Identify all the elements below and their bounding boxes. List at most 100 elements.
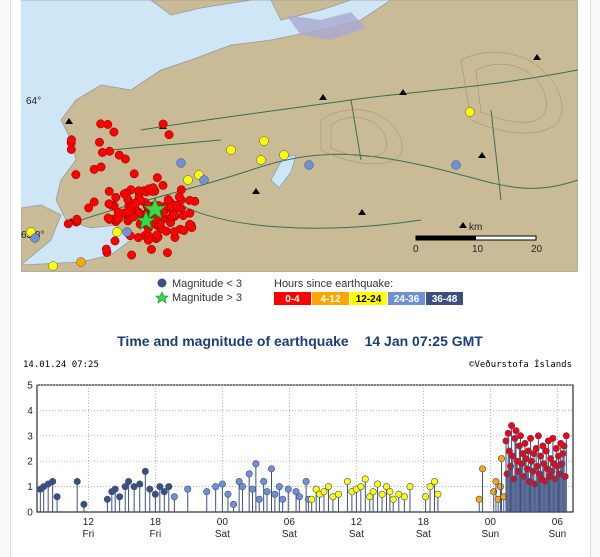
quake-point[interactable] <box>292 488 300 496</box>
quake-dot[interactable] <box>169 210 179 220</box>
quake-dot[interactable] <box>48 261 58 271</box>
quake-dot[interactable] <box>89 197 99 207</box>
quake-point[interactable] <box>103 495 111 503</box>
quake-dot[interactable] <box>103 213 113 223</box>
quake-point[interactable] <box>218 480 226 488</box>
quake-point[interactable] <box>534 432 542 440</box>
quake-point[interactable] <box>275 483 283 491</box>
quake-point[interactable] <box>539 442 547 450</box>
quake-point[interactable] <box>383 483 391 491</box>
quake-dot[interactable] <box>95 137 104 147</box>
quake-point[interactable] <box>378 490 386 498</box>
quake-point[interactable] <box>562 432 570 440</box>
quake-point[interactable] <box>203 488 211 496</box>
quake-point[interactable] <box>537 452 545 460</box>
quake-dot[interactable] <box>174 192 184 202</box>
quake-dot[interactable] <box>72 214 82 224</box>
quake-dot[interactable] <box>124 207 134 217</box>
quake-point[interactable] <box>160 488 168 496</box>
quake-point[interactable] <box>320 488 328 496</box>
quake-dot[interactable] <box>171 200 181 210</box>
quake-point[interactable] <box>357 483 365 491</box>
quake-point[interactable] <box>505 447 513 455</box>
quake-point[interactable] <box>434 490 442 498</box>
quake-dot[interactable] <box>30 233 40 243</box>
quake-point[interactable] <box>512 427 520 435</box>
quake-point[interactable] <box>475 495 483 503</box>
quake-point[interactable] <box>49 478 57 486</box>
quake-point[interactable] <box>334 490 342 498</box>
quake-dot[interactable] <box>256 155 266 165</box>
quake-dot[interactable] <box>199 175 209 185</box>
quake-point[interactable] <box>533 462 541 470</box>
quake-point[interactable] <box>532 445 540 453</box>
quake-point[interactable] <box>312 485 320 493</box>
quake-dot[interactable] <box>185 195 195 205</box>
quake-point[interactable] <box>73 478 81 486</box>
quake-point[interactable] <box>125 478 133 486</box>
quake-point[interactable] <box>508 422 516 430</box>
quake-dot[interactable] <box>304 160 314 170</box>
quake-point[interactable] <box>235 478 243 486</box>
quake-point[interactable] <box>184 485 192 493</box>
quake-point[interactable] <box>528 457 536 465</box>
quake-dot[interactable] <box>63 219 73 229</box>
quake-dot[interactable] <box>110 236 120 246</box>
quake-point[interactable] <box>212 483 220 491</box>
magnitude-time-chart[interactable]: 14.01.24 07:25 ©Veðurstofa Íslands 01234… <box>21 355 578 545</box>
quake-point[interactable] <box>156 483 164 491</box>
quake-point[interactable] <box>560 442 568 450</box>
quake-point[interactable] <box>490 488 498 496</box>
quake-point[interactable] <box>518 460 526 468</box>
quake-point[interactable] <box>540 460 548 468</box>
quake-dot[interactable] <box>164 130 174 140</box>
quake-point[interactable] <box>386 488 394 496</box>
quake-point[interactable] <box>80 500 88 508</box>
quake-point[interactable] <box>400 493 408 501</box>
quake-point[interactable] <box>141 467 149 475</box>
quake-dot[interactable] <box>114 150 124 160</box>
quake-dot[interactable] <box>158 119 168 129</box>
quake-dot[interactable] <box>143 235 153 245</box>
quake-point[interactable] <box>252 460 260 468</box>
large-quake-star[interactable] <box>134 209 158 230</box>
quake-point[interactable] <box>295 493 303 501</box>
quake-point[interactable] <box>547 455 555 463</box>
quake-marks[interactable] <box>36 422 570 512</box>
quake-dot[interactable] <box>109 127 119 137</box>
quake-point[interactable] <box>111 485 119 493</box>
quake-point[interactable] <box>542 447 550 455</box>
quake-dot[interactable] <box>66 145 76 154</box>
quake-dot[interactable] <box>127 250 137 260</box>
quake-dot[interactable] <box>179 226 189 235</box>
quake-point[interactable] <box>431 478 439 486</box>
quake-point[interactable] <box>255 495 263 503</box>
quake-point[interactable] <box>374 480 382 488</box>
quake-dot[interactable] <box>161 226 171 236</box>
quake-point[interactable] <box>245 470 253 478</box>
quake-dot[interactable] <box>158 180 168 190</box>
quake-dot[interactable] <box>71 170 81 180</box>
quake-point[interactable] <box>559 450 567 458</box>
quake-point[interactable] <box>238 483 246 491</box>
quake-point[interactable] <box>422 493 430 501</box>
quake-point[interactable] <box>271 490 279 498</box>
quake-point[interactable] <box>552 445 560 453</box>
quake-point[interactable] <box>549 434 557 442</box>
quake-point[interactable] <box>479 465 487 473</box>
quake-point[interactable] <box>308 495 316 503</box>
quake-dot[interactable] <box>226 145 236 155</box>
quake-point[interactable] <box>151 490 159 498</box>
quake-dot[interactable] <box>465 107 475 117</box>
quake-dot[interactable] <box>104 199 114 209</box>
quake-dot[interactable] <box>130 199 140 209</box>
quake-point[interactable] <box>324 483 332 491</box>
quake-dot[interactable] <box>112 227 122 237</box>
quake-dot[interactable] <box>152 230 162 240</box>
quake-dot[interactable] <box>152 173 162 183</box>
quake-point[interactable] <box>165 483 173 491</box>
quake-dot[interactable] <box>451 160 461 170</box>
quake-point[interactable] <box>170 493 178 501</box>
quake-point[interactable] <box>502 437 510 445</box>
quake-point[interactable] <box>498 455 506 463</box>
